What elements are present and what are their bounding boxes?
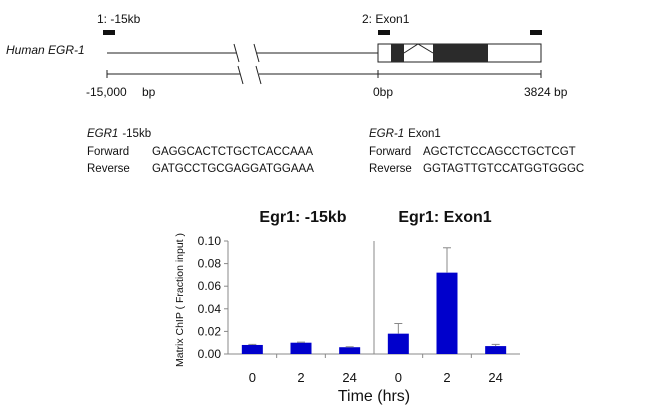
bar-0-2 (339, 347, 361, 354)
x-tick-label-0-0: 0 (249, 370, 256, 385)
primer-region-15kb: -15kb (122, 128, 151, 140)
x-tick-label-0-1: 2 (297, 370, 304, 385)
primer-forward-seq-15kb: GAGGCACTCTGCTCACCAAA (152, 146, 313, 158)
primer-reverse-label-exon1: Reverse (369, 163, 412, 175)
y-ticks: 0.00 0.02 0.04 0.06 0.08 0.10 (198, 234, 228, 361)
intron (403, 43, 434, 54)
chart-title-15kb: Egr1: -15kb (259, 209, 346, 226)
bar-1-0 (387, 333, 409, 354)
gene-label: Human EGR-1 (6, 43, 85, 57)
primer-forward-seq-exon1: AGCTCTCCAGCCTGCTCGT (423, 146, 576, 158)
gene-diagram: 1: -15kb 2: Exon1 Human EGR-1 -15,000 bp… (6, 12, 568, 99)
y-tick-label-0: 0.00 (198, 347, 222, 361)
bar-1-2 (485, 346, 507, 354)
x-tick-label-1-1: 2 (443, 370, 450, 385)
y-tick-label-2: 0.04 (198, 302, 222, 316)
x-axis-label: Time (hrs) (338, 388, 410, 405)
primer-gene-exon1: EGR-1 (369, 128, 404, 140)
y-tick-label-3: 0.06 (198, 279, 222, 293)
chart-title-exon1: Egr1: Exon1 (398, 209, 491, 226)
scale-label-0bp: 0bp (373, 85, 393, 99)
x-tick-label-0-2: 24 (342, 370, 356, 385)
exon-2-coding (433, 44, 488, 62)
primer-reverse-seq-exon1: GGTAGTTGTCCATGGTGGGC (423, 163, 584, 175)
amplicon-marker-exon1-right (530, 30, 542, 35)
scale-line-break-1 (237, 65, 244, 85)
y-tick-label-1: 0.02 (198, 324, 222, 338)
gene-line-break-2 (253, 43, 260, 63)
region-label-exon1: 2: Exon1 (362, 12, 410, 26)
chip-charts: Matrix ChIP ( Fraction input ) Egr1: -15… (174, 209, 520, 405)
bar-0-0 (241, 344, 263, 354)
y-axis-label: Matrix ChIP ( Fraction input ) (174, 233, 186, 367)
scale-label-3824bp: 3824 bp (524, 85, 568, 99)
primer-reverse-label-15kb: Reverse (87, 163, 130, 175)
x-tick-label-1-0: 0 (395, 370, 402, 385)
region-label-15kb: 1: -15kb (97, 12, 141, 26)
x-tick-label-1-2: 24 (488, 370, 502, 385)
amplicon-marker-exon1-left (378, 30, 390, 35)
y-tick-label-5: 0.10 (198, 234, 222, 248)
primer-title-15kb: EGR1 -15kb (87, 128, 151, 140)
exon-1-coding (391, 44, 404, 62)
bar-0-1 (290, 342, 312, 354)
primer-reverse-seq-15kb: GATGCCTGCGAGGATGGAAA (152, 163, 314, 175)
scale-line-break-2 (255, 65, 262, 85)
scale-label-minus15000: -15,000 (86, 85, 127, 99)
primer-region-exon1: Exon1 (408, 128, 441, 140)
amplicon-marker-15kb (103, 30, 115, 35)
chart-panel-15kb: 0 2 24 (241, 341, 361, 385)
primer-forward-label-exon1: Forward (369, 146, 411, 158)
primer-title-exon1: EGR-1 Exon1 (369, 128, 441, 140)
chart-panel-exon1: 0 2 24 (387, 247, 507, 385)
bar-1-1 (436, 272, 458, 354)
primer-block-15kb: EGR1 -15kb Forward GAGGCACTCTGCTCACCAAA R… (87, 128, 314, 175)
y-tick-label-4: 0.08 (198, 257, 222, 271)
primer-gene-15kb: EGR1 (87, 128, 118, 140)
scale-label-bp: bp (142, 85, 156, 99)
gene-line-break-1 (233, 43, 240, 63)
primer-block-exon1: EGR-1 Exon1 Forward AGCTCTCCAGCCTGCTCGT R… (369, 128, 584, 175)
primer-forward-label-15kb: Forward (87, 146, 129, 158)
